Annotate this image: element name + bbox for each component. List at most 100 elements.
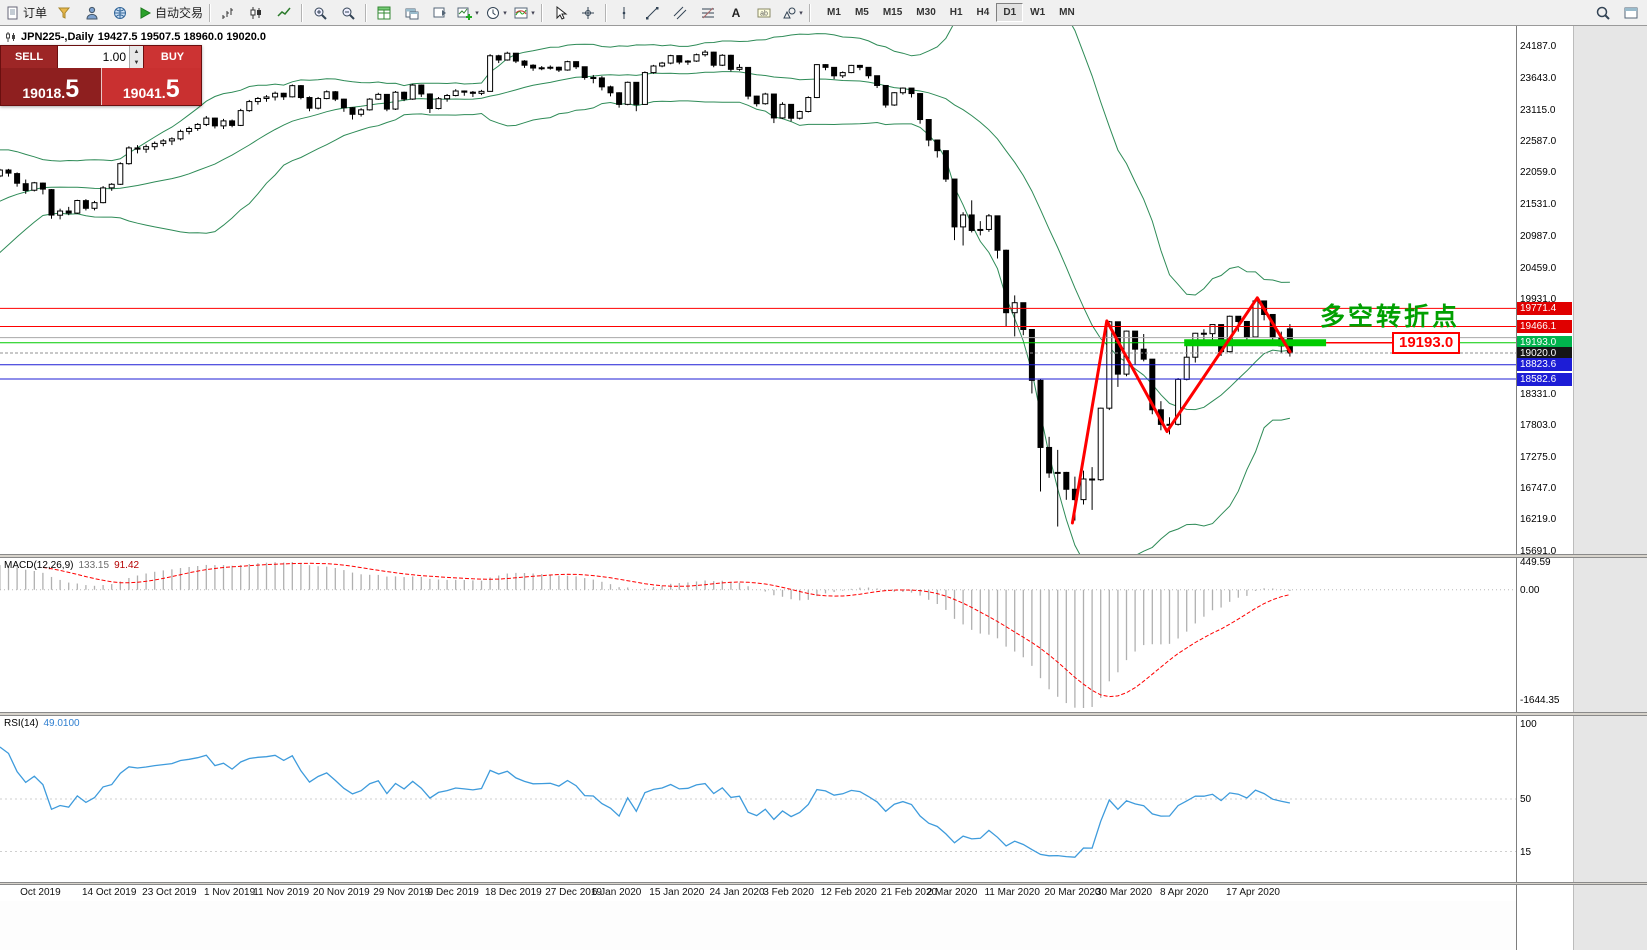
date-axis-label: 20 Nov 2019: [313, 887, 370, 898]
newchart-icon: [457, 5, 473, 21]
macd-indicator-panel[interactable]: MACD(12,26,9) 133.15 91.42: [0, 558, 1516, 712]
timeframe-button-M15[interactable]: M15: [882, 7, 903, 18]
vertical-line-button[interactable]: [610, 2, 638, 24]
bottom-filler: [0, 901, 1647, 950]
sell-button[interactable]: SELL: [1, 46, 57, 68]
panel-separator[interactable]: [0, 554, 1647, 558]
volume-up-arrow-icon[interactable]: ▲: [130, 46, 143, 57]
new-order-button[interactable]: 订单: [2, 2, 50, 24]
volume-input[interactable]: 1.00 ▲ ▼: [57, 46, 144, 68]
price-axis-label: 17803.0: [1520, 420, 1557, 432]
channel-icon: [672, 5, 688, 21]
indicators-button[interactable]: ▾: [510, 2, 538, 24]
date-axis-label: 8 Apr 2020: [1160, 887, 1209, 898]
timeframe-button-W1[interactable]: W1: [1030, 7, 1046, 18]
funnel-icon: [56, 5, 72, 21]
toolbar-separator: [809, 3, 812, 22]
zoom-out-button[interactable]: [334, 2, 362, 24]
labelT-icon: ab: [756, 5, 772, 21]
bars-icon: [220, 5, 236, 21]
panel-separator[interactable]: [0, 882, 1647, 885]
zoomout-icon: [340, 5, 356, 21]
line-chart-button[interactable]: [270, 2, 298, 24]
timeframe-button-M5[interactable]: M5: [854, 7, 869, 18]
price-axis-label: 22059.0: [1520, 167, 1557, 179]
cursor-button[interactable]: [546, 2, 574, 24]
price-axis-label: 20987.0: [1520, 231, 1557, 243]
date-axis-label: 11 Mar 2020: [984, 887, 1040, 898]
timeframe-button-D1[interactable]: D1: [996, 3, 1024, 22]
timeframe-button-M30[interactable]: M30: [916, 7, 936, 18]
volume-down-arrow-icon[interactable]: ▼: [130, 57, 143, 68]
date-axis-label: 18 Dec 2019: [485, 887, 542, 898]
macd-axis-label: 0.00: [1520, 584, 1540, 596]
fibonacci-button[interactable]: [694, 2, 722, 24]
price-tag: 19771.4: [1517, 301, 1572, 315]
rsi-chart-canvas[interactable]: [0, 716, 1516, 882]
macd-signal-value: 91.42: [114, 560, 140, 571]
right-gutter: [1573, 26, 1647, 950]
tile-windows-button[interactable]: [370, 2, 398, 24]
zoom-in-button[interactable]: [306, 2, 334, 24]
trendline-button[interactable]: [638, 2, 666, 24]
toolbar-separator: [541, 3, 544, 22]
macd-value: 133.15: [78, 560, 110, 571]
accounts-button[interactable]: [78, 2, 106, 24]
community-button[interactable]: [106, 2, 134, 24]
buy-price-button[interactable]: 19041. 5: [101, 68, 201, 105]
textA-icon: A: [728, 5, 744, 21]
price-callout-label[interactable]: 19193.0: [1392, 332, 1461, 354]
price-axis-label: 23115.0: [1520, 104, 1556, 116]
buy-price-main: 19041.: [122, 85, 166, 101]
auto-scroll-button[interactable]: [426, 2, 454, 24]
new-chart-button[interactable]: ▾: [454, 2, 482, 24]
price-axis[interactable]: 449.59 0.00 -1644.35 100 50 15 24187.0 23643.0 2…: [1516, 26, 1647, 950]
rsi-value: 49.0100: [43, 718, 80, 729]
panel-separator[interactable]: [0, 712, 1647, 716]
chinese-annotation-text: 多空转折点: [1320, 302, 1461, 331]
main-price-panel[interactable]: JPN225-,Daily 19427.5 19507.5 18960.0 19…: [0, 26, 1516, 554]
date-axis-label: 6 Jan 2020: [591, 887, 642, 898]
rsi-title: RSI(14) 49.0100: [4, 718, 80, 729]
crosshair-button[interactable]: [574, 2, 602, 24]
trend-icon: [644, 5, 660, 21]
candle-chart-button[interactable]: [242, 2, 270, 24]
timeframe-button-MN[interactable]: MN: [1059, 7, 1075, 18]
shapes-button[interactable]: ▾: [778, 2, 806, 24]
price-tag: 18823.6: [1517, 358, 1572, 372]
svg-text:ab: ab: [760, 10, 768, 17]
search-button[interactable]: [1589, 2, 1617, 24]
text-label-button[interactable]: ab: [750, 2, 778, 24]
timeframe-button-M1[interactable]: M1: [827, 7, 841, 18]
date-axis-label: 23 Oct 2019: [142, 887, 197, 898]
date-axis-label: 24 Jan 2020: [709, 887, 765, 898]
macd-axis-label: -1644.35: [1520, 695, 1560, 706]
time-axis[interactable]: Oct 2019 14 Oct 2019 23 Oct 2019 1 Nov 2019…: [0, 885, 1516, 901]
timeframe-button-H4[interactable]: H4: [976, 7, 990, 18]
channel-button[interactable]: [666, 2, 694, 24]
date-axis-label: 2 Mar 2020: [926, 887, 978, 898]
arrange-windows-button[interactable]: [398, 2, 426, 24]
candlestick-chart-canvas[interactable]: [0, 26, 1516, 554]
timeframe-button-H1[interactable]: H1: [949, 7, 963, 18]
depth-of-market-button[interactable]: [50, 2, 78, 24]
macd-chart-canvas[interactable]: [0, 558, 1516, 712]
periods-button[interactable]: ▾: [482, 2, 510, 24]
chart-window[interactable]: JPN225-,Daily 19427.5 19507.5 18960.0 19…: [0, 26, 1647, 950]
new-window-button[interactable]: [1617, 2, 1645, 24]
bar-chart-button[interactable]: [214, 2, 242, 24]
macd-name: MACD(12,26,9): [4, 560, 74, 571]
rsi-indicator-panel[interactable]: RSI(14) 49.0100: [0, 716, 1516, 882]
buy-button[interactable]: BUY: [144, 46, 201, 68]
autotrading-button[interactable]: 自动交易: [134, 2, 206, 24]
volume-value[interactable]: 1.00: [102, 50, 126, 64]
date-axis-label: Oct 2019: [20, 887, 61, 898]
sell-price-button[interactable]: 19018. 5: [1, 68, 102, 105]
text-button[interactable]: A: [722, 2, 750, 24]
tile-icon: [376, 5, 392, 21]
date-axis-label: 3 Feb 2020: [763, 887, 814, 898]
price-tag: 19193.0: [1517, 336, 1572, 350]
sell-price-main: 19018.: [22, 85, 66, 101]
macd-axis-label: 449.59: [1520, 557, 1551, 568]
